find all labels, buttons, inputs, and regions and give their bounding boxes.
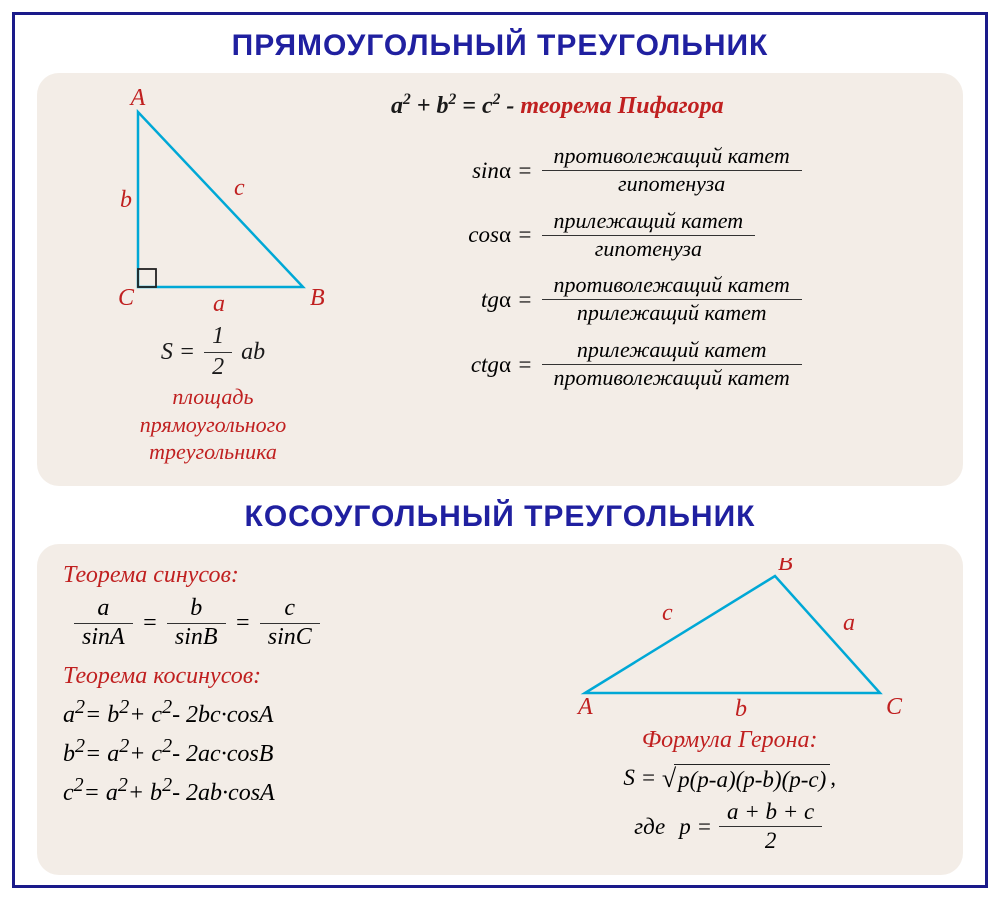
side-b: b	[120, 187, 132, 213]
area-formula: S = 1 2 ab	[161, 323, 265, 381]
cos-heading: Теорема косинусов:	[63, 663, 498, 690]
trig-frac: противолежащий катетгипотенуза	[542, 143, 802, 199]
sines-2-den: sinB	[167, 624, 226, 653]
trig-den: гипотенуза	[542, 236, 756, 263]
side-a2: a	[843, 610, 855, 636]
pythagoras-name: теорема Пифагора	[520, 93, 723, 119]
pythagoras-sep: -	[506, 93, 520, 119]
vertex-C: C	[118, 285, 135, 311]
pythagoras-lhs: a2 + b2 = c2	[391, 93, 500, 119]
heron-comma: ,	[830, 765, 836, 790]
heron-formula: S = √ p(p-a)(p-b)(p-c) ,	[623, 764, 836, 793]
cos-line-3: c2= a2+ b2- 2ab·cosA	[63, 774, 498, 807]
semiperimeter: где p = a + b + c 2	[634, 799, 825, 855]
vertex-C2: C	[886, 694, 903, 720]
section2-title: КОСОУГОЛЬНЫЙ ТРЕУГОЛЬНИК	[37, 500, 963, 534]
vertex-A2: A	[576, 694, 593, 720]
trig-frac: прилежащий катетгипотенуза	[542, 208, 756, 264]
trig-num: противолежащий катет	[542, 272, 802, 300]
trig-den: гипотенуза	[542, 171, 802, 198]
equals: =	[517, 222, 533, 248]
half-num: 1	[204, 323, 232, 353]
heron-heading: Формула Герона:	[642, 727, 818, 754]
side-b2: b	[735, 696, 747, 722]
trig-row-ctg: ctgα= прилежащий катетпротиволежащий кате…	[391, 337, 937, 393]
sines-2-num: b	[167, 595, 226, 625]
vertex-B2: B	[778, 558, 793, 576]
right-triangle-left-col: A C B b c a S = 1 2 ab площадь прямоугол…	[63, 87, 363, 466]
trig-fn: cosα	[449, 222, 511, 248]
frame: ПРЯМОУГОЛЬНЫЙ ТРЕУГОЛЬНИК A C B b c a S …	[12, 12, 988, 888]
area-caption-l1: площадь	[172, 384, 253, 409]
trig-num: прилежащий катет	[542, 208, 756, 236]
sines-eq1: =	[142, 610, 158, 637]
area-lhs: S =	[161, 339, 195, 366]
oblique-left-col: Теорема синусов: asinA = bsinB = csinC Т…	[63, 558, 498, 855]
right-triangle-right-col: a2 + b2 = c2 - теорема Пифагора sinα=про…	[391, 87, 937, 466]
trig-row-cos: cosα= прилежащий катетгипотенуза	[391, 208, 937, 264]
vertex-B: B	[310, 285, 325, 311]
equals: =	[517, 287, 533, 313]
cos-line-2: b2= a2+ c2- 2ac·cosB	[63, 735, 498, 768]
panel-right-triangle: A C B b c a S = 1 2 ab площадь прямоугол…	[37, 73, 963, 486]
trig-row-tg: tgα= противолежащий катетприлежащий катет	[391, 272, 937, 328]
sines-eq2: =	[235, 610, 251, 637]
trig-row-sin: sinα= противолежащий катетгипотенуза	[391, 143, 937, 199]
trig-frac: прилежащий катетпротиволежащий катет	[542, 337, 802, 393]
area-rest: ab	[241, 339, 265, 366]
trig-den: прилежащий катет	[542, 300, 802, 327]
area-caption: площадь прямоугольного треугольника	[140, 383, 286, 466]
side-c: c	[234, 175, 245, 201]
equals: =	[517, 352, 533, 378]
oblique-triangle-figure: A B C c a b	[550, 558, 910, 723]
trig-den: противолежащий катет	[542, 365, 802, 392]
panel-oblique-triangle: Теорема синусов: asinA = bsinB = csinC Т…	[37, 544, 963, 875]
area-caption-l2: прямоугольного	[140, 412, 286, 437]
p-eq: p =	[679, 814, 712, 840]
cos-line-1: a2= b2+ c2- 2bc·cosA	[63, 696, 498, 729]
trig-fn: tgα	[449, 287, 511, 313]
sines-3-num: c	[260, 595, 320, 625]
side-a: a	[213, 291, 225, 317]
sines-1-num: a	[74, 595, 133, 625]
oblique-right-col: A B C c a b Формула Герона: S = √ p(p-a)…	[522, 558, 937, 855]
sines-1-den: sinA	[74, 624, 133, 653]
equals: =	[517, 158, 533, 184]
where-word: где	[634, 814, 665, 840]
heron-lhs: S =	[623, 765, 656, 790]
one-half-frac: 1 2	[204, 323, 232, 381]
trig-frac: противолежащий катетприлежащий катет	[542, 272, 802, 328]
half-den: 2	[204, 353, 232, 382]
section1-title: ПРЯМОУГОЛЬНЫЙ ТРЕУГОЛЬНИК	[37, 29, 963, 63]
semi-num: a + b + c	[719, 799, 822, 827]
side-c2: c	[662, 600, 673, 626]
trig-fn: sinα	[449, 158, 511, 184]
area-caption-l3: треугольника	[149, 439, 277, 464]
vertex-A: A	[129, 87, 146, 111]
heron-body: p(p-a)(p-b)(p-c)	[674, 764, 830, 793]
law-of-sines: asinA = bsinB = csinC	[71, 595, 498, 653]
right-triangle-figure: A C B b c a	[78, 87, 348, 327]
pythagoras-line: a2 + b2 = c2 - теорема Пифагора	[391, 91, 937, 120]
sqrt: √ p(p-a)(p-b)(p-c)	[662, 764, 830, 793]
semi-den: 2	[719, 827, 822, 854]
trig-num: противолежащий катет	[542, 143, 802, 171]
sines-3-den: sinC	[260, 624, 320, 653]
trig-fn: ctgα	[449, 352, 511, 378]
trig-num: прилежащий катет	[542, 337, 802, 365]
sqrt-symbol: √	[662, 766, 676, 792]
sines-heading: Теорема синусов:	[63, 562, 498, 589]
